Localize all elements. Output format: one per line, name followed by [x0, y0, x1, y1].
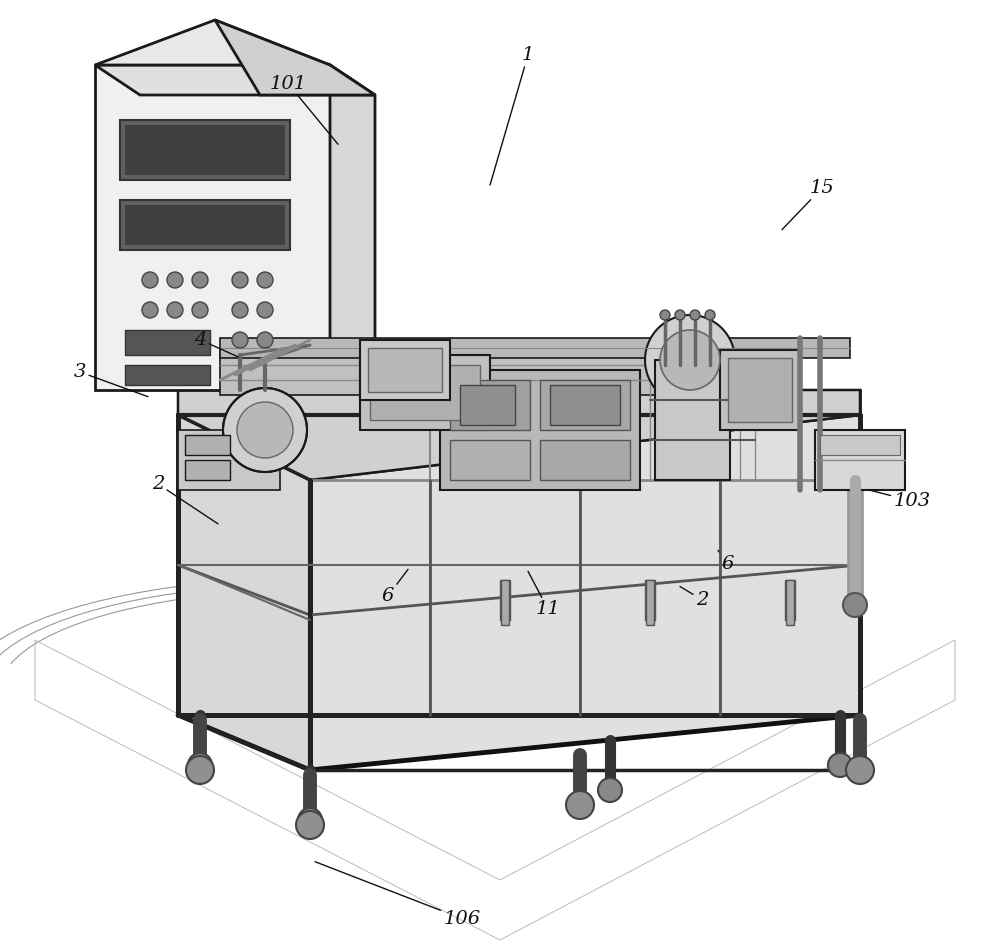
Polygon shape — [786, 580, 794, 625]
Polygon shape — [120, 120, 290, 180]
Circle shape — [598, 778, 622, 802]
Polygon shape — [450, 440, 530, 480]
Circle shape — [192, 272, 208, 288]
Circle shape — [232, 332, 248, 348]
Circle shape — [645, 315, 735, 405]
Text: 15: 15 — [782, 179, 834, 230]
Polygon shape — [728, 358, 792, 422]
Polygon shape — [125, 205, 285, 245]
Polygon shape — [540, 440, 630, 480]
Polygon shape — [646, 580, 654, 625]
Text: 101: 101 — [269, 75, 338, 144]
Polygon shape — [178, 415, 310, 770]
Text: 106: 106 — [315, 862, 481, 927]
Circle shape — [296, 811, 324, 839]
Polygon shape — [500, 580, 510, 620]
Polygon shape — [95, 20, 330, 65]
Polygon shape — [178, 390, 860, 415]
Text: 1: 1 — [490, 47, 534, 185]
Circle shape — [188, 753, 212, 777]
Circle shape — [257, 332, 273, 348]
Polygon shape — [215, 20, 375, 95]
Polygon shape — [550, 385, 620, 425]
Circle shape — [142, 272, 158, 288]
Polygon shape — [95, 65, 330, 390]
Polygon shape — [178, 415, 860, 715]
Polygon shape — [360, 355, 490, 430]
Polygon shape — [220, 350, 750, 395]
Circle shape — [192, 302, 208, 318]
Polygon shape — [120, 200, 290, 250]
Circle shape — [232, 272, 248, 288]
Circle shape — [660, 330, 720, 390]
Polygon shape — [95, 65, 375, 95]
Polygon shape — [125, 365, 210, 385]
Polygon shape — [330, 65, 375, 390]
Polygon shape — [178, 415, 310, 770]
Circle shape — [660, 310, 670, 320]
Circle shape — [705, 310, 715, 320]
Text: 3: 3 — [74, 363, 148, 397]
Circle shape — [257, 272, 273, 288]
Polygon shape — [125, 330, 210, 355]
Circle shape — [167, 302, 183, 318]
Polygon shape — [178, 390, 860, 480]
Circle shape — [690, 310, 700, 320]
Circle shape — [167, 272, 183, 288]
Polygon shape — [450, 380, 530, 430]
Polygon shape — [501, 580, 509, 625]
Circle shape — [186, 756, 214, 784]
Text: 2: 2 — [152, 475, 218, 524]
Circle shape — [843, 593, 867, 617]
Polygon shape — [820, 435, 900, 455]
Circle shape — [566, 791, 594, 819]
Circle shape — [232, 302, 248, 318]
Circle shape — [675, 310, 685, 320]
Circle shape — [846, 756, 874, 784]
Text: 103: 103 — [868, 490, 931, 510]
Polygon shape — [655, 360, 730, 480]
Polygon shape — [720, 350, 800, 430]
Polygon shape — [815, 430, 905, 490]
Circle shape — [257, 302, 273, 318]
Polygon shape — [440, 370, 640, 490]
Polygon shape — [460, 385, 515, 425]
Polygon shape — [220, 338, 850, 358]
Text: 2: 2 — [680, 586, 708, 608]
Text: 6: 6 — [718, 550, 734, 572]
Polygon shape — [178, 430, 280, 490]
Polygon shape — [368, 348, 442, 392]
Polygon shape — [645, 580, 655, 620]
Circle shape — [142, 302, 158, 318]
Circle shape — [223, 388, 307, 472]
Polygon shape — [185, 435, 230, 455]
Polygon shape — [540, 380, 630, 430]
Polygon shape — [125, 125, 285, 175]
Text: 6: 6 — [382, 569, 408, 605]
Text: 11: 11 — [528, 571, 560, 618]
Circle shape — [298, 808, 322, 832]
Polygon shape — [310, 415, 860, 770]
Polygon shape — [360, 340, 450, 400]
Polygon shape — [785, 580, 795, 620]
Text: 4: 4 — [194, 331, 238, 357]
Circle shape — [828, 753, 852, 777]
Circle shape — [237, 402, 293, 458]
Polygon shape — [370, 365, 480, 420]
Polygon shape — [185, 460, 230, 480]
